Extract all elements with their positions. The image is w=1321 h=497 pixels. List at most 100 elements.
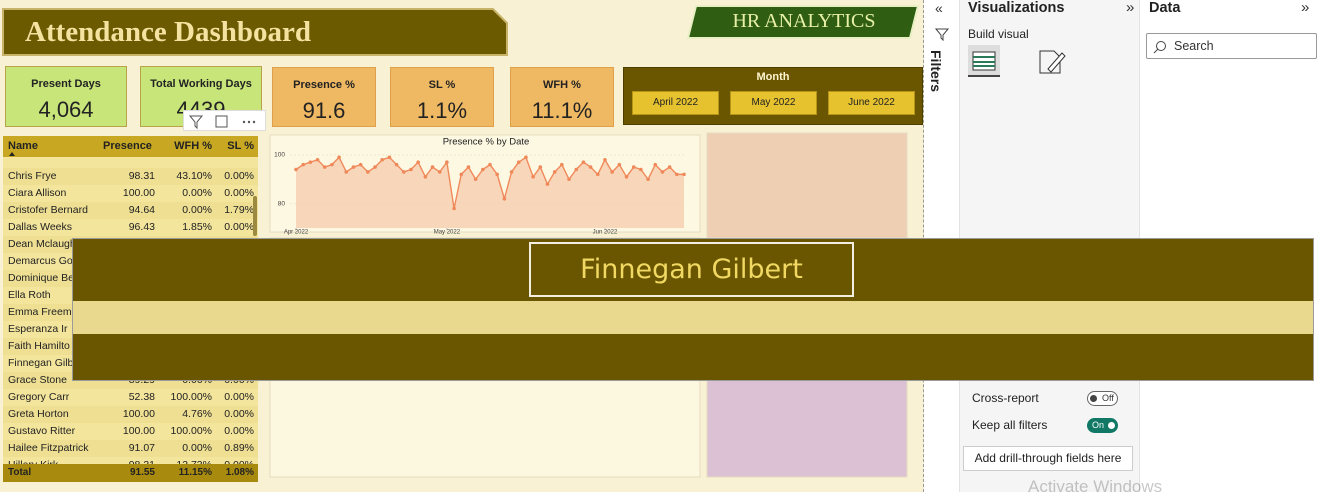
expand-icon[interactable]: » xyxy=(1301,0,1310,16)
format-tab[interactable] xyxy=(1036,47,1068,77)
tooltip-name: Finnegan Gilbert xyxy=(529,242,854,297)
point xyxy=(588,165,593,169)
table-cell: Dallas Weeks xyxy=(8,221,72,233)
table-cell: 100.00% xyxy=(170,391,212,403)
point xyxy=(387,155,392,160)
point xyxy=(481,167,485,172)
point xyxy=(624,175,629,179)
point xyxy=(452,206,456,211)
build-visual-tab[interactable] xyxy=(968,45,1000,77)
point xyxy=(574,167,579,172)
point xyxy=(646,177,650,182)
point xyxy=(675,172,679,177)
visual-toolbar[interactable] xyxy=(183,110,266,131)
table-cell: 1.85% xyxy=(182,221,212,233)
point xyxy=(416,160,420,164)
table-cell: 0.00% xyxy=(224,170,254,182)
point xyxy=(409,167,413,172)
kpi-value: 4,064 xyxy=(38,97,94,122)
kpi-card: WFH % 11.1% xyxy=(510,67,614,127)
table-cell: 0.00% xyxy=(182,442,212,454)
point xyxy=(660,170,665,174)
column-header: Name xyxy=(8,140,38,152)
option-label: Keep all filters xyxy=(972,418,1048,432)
expand-icon[interactable]: » xyxy=(1126,0,1135,16)
table-cell: Demarcus Gor xyxy=(8,255,77,267)
table-cell: Hailee Fitzpatrick xyxy=(8,442,89,454)
column-header: Presence % xyxy=(103,140,155,152)
point xyxy=(301,162,305,167)
table-row xyxy=(3,389,258,406)
table-cell: 52.38 xyxy=(128,391,155,403)
table-cell: Gregory Carr xyxy=(8,391,70,403)
point xyxy=(380,157,385,162)
table-cell: 100.00 xyxy=(122,425,155,437)
dot xyxy=(247,120,251,124)
table-cell: Dominique Be xyxy=(8,272,74,284)
table-row xyxy=(3,202,258,219)
point xyxy=(394,162,399,167)
point xyxy=(524,155,528,160)
toggle-knob xyxy=(1090,395,1097,402)
point xyxy=(545,182,550,186)
toggle-knob xyxy=(1108,422,1115,429)
slicer-option[interactable]: May 2022 xyxy=(730,91,817,115)
point xyxy=(466,165,471,169)
sort-arrow xyxy=(9,152,15,156)
point xyxy=(459,172,464,177)
visual-gallery[interactable] xyxy=(960,95,1140,235)
point xyxy=(373,165,377,169)
dashboard-title: Attendance Dashboard xyxy=(25,16,311,48)
point xyxy=(294,167,298,172)
employee-tooltip: Finnegan Gilbert xyxy=(72,238,1314,381)
table-cell: 1.79% xyxy=(224,204,254,216)
point xyxy=(631,165,636,169)
kpi-value: 1.1% xyxy=(416,98,468,123)
table-cell: 94.64 xyxy=(128,204,155,216)
option-label: Cross-report xyxy=(972,391,1039,405)
point xyxy=(516,160,521,164)
table-cell: 43.10% xyxy=(176,170,212,182)
search-icon xyxy=(1153,41,1166,54)
kpi-label: Present Days xyxy=(31,78,101,90)
point xyxy=(610,170,614,174)
collapse-icon[interactable]: « xyxy=(935,0,943,16)
table-cell: Gustavo Ritter xyxy=(8,425,76,437)
toolbar-icons xyxy=(188,115,256,130)
table-header xyxy=(3,136,258,157)
point xyxy=(567,177,571,182)
point xyxy=(330,162,334,167)
toggle-on[interactable]: On xyxy=(1087,418,1118,433)
point xyxy=(552,170,557,174)
kpi-card: Present Days 4,064 xyxy=(5,66,127,127)
table-cell: Grace Stone xyxy=(8,374,67,386)
kpi-card: SL % 1.1% xyxy=(390,67,494,127)
table-cell: Ella Roth xyxy=(8,289,51,301)
dot xyxy=(252,120,256,124)
point xyxy=(423,175,428,179)
point xyxy=(639,167,643,172)
chart-panel xyxy=(706,132,908,239)
drill-through-well[interactable]: Add drill-through fields here xyxy=(963,446,1133,471)
y-tick-label: 80 xyxy=(278,200,286,207)
table-cell: 0.00% xyxy=(224,391,254,403)
section-label: Build visual xyxy=(968,27,1029,41)
point xyxy=(538,165,543,169)
table-cell: Finnegan Gilb xyxy=(8,357,74,369)
slicer-option[interactable]: June 2022 xyxy=(828,91,915,115)
point xyxy=(495,172,499,177)
toggle-off[interactable]: Off xyxy=(1087,391,1118,406)
table-cell: 96.43 xyxy=(128,221,155,233)
kpi-card: Presence % 91.6 xyxy=(272,67,376,127)
tooltip-status-row xyxy=(73,334,1313,356)
point xyxy=(337,155,341,160)
table-cell: 100.00 xyxy=(122,408,155,420)
table-cell: 100.00 xyxy=(122,187,155,199)
table-cell: 0.00% xyxy=(182,187,212,199)
point xyxy=(531,175,535,179)
search-box[interactable]: Search xyxy=(1146,33,1317,59)
slicer-option[interactable]: April 2022 xyxy=(632,91,719,115)
badge-shape xyxy=(686,5,920,39)
kpi-value: 91.6 xyxy=(302,98,346,123)
